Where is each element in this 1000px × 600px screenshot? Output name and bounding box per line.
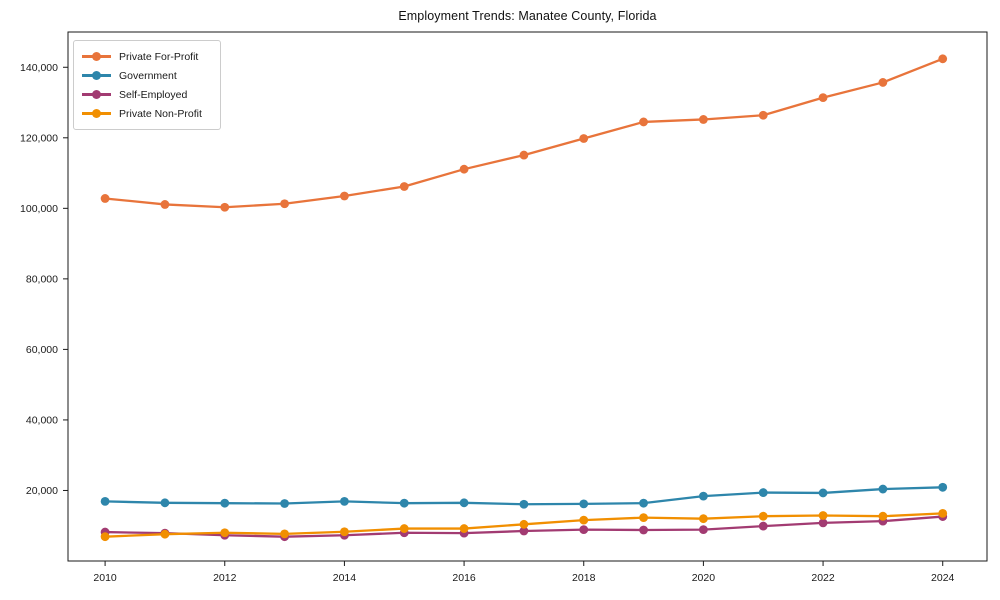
y-tick-label: 20,000 — [26, 485, 58, 497]
data-point — [938, 54, 948, 64]
data-point — [878, 511, 888, 521]
data-point — [639, 513, 648, 523]
data-point — [758, 511, 768, 521]
circle-marker-icon — [92, 52, 101, 61]
data-point — [758, 110, 768, 120]
data-point — [519, 526, 529, 536]
legend-row: Private Non-Profit — [82, 104, 212, 123]
data-point — [878, 484, 888, 494]
data-point — [340, 496, 349, 506]
data-point — [220, 528, 230, 538]
data-point — [758, 521, 768, 531]
y-tick-label: 40,000 — [26, 414, 58, 426]
data-point — [100, 532, 110, 542]
circle-marker-icon — [92, 90, 101, 99]
data-point — [639, 498, 648, 508]
data-point — [579, 134, 589, 143]
y-tick-label: 80,000 — [26, 273, 58, 285]
data-point — [579, 499, 589, 509]
data-point — [160, 200, 170, 209]
chart-legend: Private For-Profit Government Self-Emplo… — [73, 40, 221, 130]
data-point — [160, 498, 170, 508]
data-point — [699, 115, 708, 124]
legend-row: Government — [82, 66, 212, 85]
data-point — [699, 525, 708, 535]
chart-title: Employment Trends: Manatee County, Flori… — [398, 9, 657, 23]
legend-swatch-private-for-profit — [82, 52, 111, 61]
y-tick-label: 100,000 — [20, 203, 58, 215]
data-point — [519, 499, 529, 509]
data-point — [639, 525, 648, 535]
legend-label: Private Non-Profit — [119, 107, 202, 120]
x-tick-label: 2022 — [811, 572, 835, 584]
legend-row: Private For-Profit — [82, 47, 212, 66]
data-point — [280, 529, 289, 539]
x-tick-label: 2010 — [93, 572, 117, 584]
data-point — [100, 194, 110, 203]
data-point — [818, 93, 828, 102]
data-point — [220, 498, 230, 508]
data-point — [699, 514, 708, 524]
data-point — [938, 508, 948, 518]
legend-label: Self-Employed — [119, 88, 188, 101]
y-tick-label: 140,000 — [20, 62, 58, 74]
legend-label: Private For-Profit — [119, 50, 199, 63]
data-point — [459, 164, 469, 174]
data-point — [459, 524, 469, 533]
data-point — [818, 518, 828, 528]
data-point — [340, 191, 349, 201]
x-tick-label: 2020 — [692, 572, 716, 584]
data-point — [519, 150, 529, 160]
legend-swatch-government — [82, 71, 111, 80]
data-point — [399, 182, 409, 191]
data-point — [160, 529, 170, 539]
circle-marker-icon — [92, 109, 101, 118]
circle-marker-icon — [92, 71, 101, 80]
data-point — [220, 202, 230, 212]
data-point — [340, 527, 349, 537]
data-point — [459, 498, 469, 508]
series-line — [103, 57, 944, 209]
legend-swatch-private-non-profit — [82, 109, 111, 118]
y-tick-label: 60,000 — [26, 344, 58, 356]
data-point — [519, 519, 529, 529]
data-point — [399, 498, 409, 508]
data-point — [579, 525, 589, 535]
data-point — [280, 499, 289, 508]
data-point — [399, 524, 409, 533]
x-tick-label: 2012 — [213, 572, 237, 584]
x-axis: 2010 2012 2014 2016 2018 2020 2022 2024 — [93, 561, 955, 584]
x-tick-label: 2016 — [452, 572, 476, 584]
legend-swatch-self-employed — [82, 90, 111, 99]
series-private-non-profit — [100, 508, 948, 542]
legend-label: Government — [119, 69, 177, 82]
series-private-for-profit — [100, 54, 948, 212]
data-point — [639, 117, 648, 127]
data-point — [818, 511, 828, 520]
plot-border — [67, 31, 988, 562]
data-point — [579, 515, 589, 525]
x-tick-label: 2024 — [931, 572, 955, 584]
y-tick-label: 120,000 — [20, 132, 58, 144]
x-tick-label: 2018 — [572, 572, 596, 584]
data-point — [100, 496, 110, 506]
y-axis: 20,000 40,000 60,000 80,000 100,000 120,000 14… — [20, 62, 68, 497]
legend-row: Self-Employed — [82, 85, 212, 104]
data-point — [818, 488, 828, 498]
x-tick-label: 2014 — [333, 572, 357, 584]
data-point — [758, 488, 768, 497]
data-point — [878, 78, 888, 87]
data-point — [699, 491, 708, 501]
data-point — [280, 199, 289, 209]
data-point — [938, 482, 948, 492]
series-government — [100, 482, 948, 509]
